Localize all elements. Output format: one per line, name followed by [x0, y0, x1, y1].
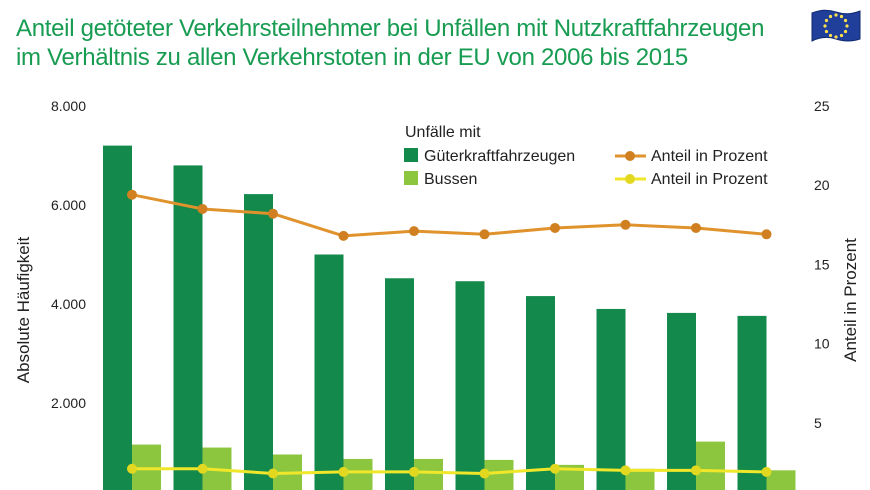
point-anteil-yellow [620, 465, 631, 476]
legend-label-gueterkraftfahrzeuge: Güterkraftfahrzeugen [424, 148, 575, 165]
y-tick-right: 20 [814, 177, 830, 193]
point-anteil-orange [691, 222, 701, 233]
bar-series [103, 145, 796, 490]
bar-gueterkraftfahrzeuge [667, 312, 696, 490]
y-tick-right: 25 [814, 98, 830, 114]
point-anteil-orange [268, 208, 278, 219]
legend-label-anteil-yellow: Anteil in Prozent [651, 171, 768, 188]
bar-bussen [484, 459, 514, 490]
eu-star-icon [845, 24, 849, 28]
point-anteil-orange [338, 230, 349, 241]
point-anteil-orange [197, 203, 208, 214]
point-anteil-yellow [197, 463, 208, 474]
eu-star-icon [843, 29, 848, 34]
bar-gueterkraftfahrzeuge [596, 308, 626, 490]
point-anteil-yellow [268, 468, 278, 479]
eu-star-icon [828, 33, 833, 38]
y-axis-label-right: Anteil in Prozent [841, 238, 860, 362]
legend-swatch-gueterkraftfahrzeuge [404, 148, 418, 162]
legend-title: Unfälle mit [405, 124, 481, 141]
point-anteil-orange [127, 189, 137, 200]
line-anteil-orange [131, 193, 767, 238]
point-anteil-yellow [127, 463, 137, 474]
chart-title-line-2: im Verhältnis zu allen Verkehrstoten in … [16, 44, 688, 71]
point-anteil-orange [479, 229, 490, 240]
point-anteil-yellow [691, 465, 701, 476]
point-anteil-yellow [479, 468, 490, 479]
bar-bussen [414, 458, 443, 490]
eu-star-icon [824, 18, 829, 23]
legend-swatch-bussen [404, 171, 418, 185]
bar-gueterkraftfahrzeuge [103, 145, 132, 490]
y-tick-left: 6.000 [51, 197, 86, 213]
y-tick-left: 8.000 [51, 98, 86, 114]
point-anteil-orange [761, 229, 772, 240]
bar-gueterkraftfahrzeuge [385, 278, 414, 490]
line-anteil-yellow [132, 467, 767, 475]
point-anteil-orange [409, 226, 419, 237]
y-tick-right: 15 [814, 256, 830, 272]
point-anteil-yellow [409, 466, 419, 477]
y-tick-left: 4.000 [51, 296, 86, 312]
chart-title-line-1: Anteil getöteter Verkehrsteilnehmer bei … [16, 15, 765, 42]
eu-star-icon [824, 29, 829, 34]
y-axis-right: 5 10 15 20 25 [814, 98, 830, 431]
bar-bussen [696, 441, 725, 490]
eu-star-icon [828, 14, 833, 19]
point-anteil-orange [550, 222, 560, 233]
chart-title: Anteil getöteter Verkehrsteilnehmer bei … [16, 14, 764, 72]
legend-marker-orange [625, 151, 635, 161]
y-tick-right: 5 [814, 415, 822, 431]
y-axis-label-left: Absolute Häufigkeit [14, 236, 33, 383]
y-axis-left: 2.000 4.000 6.000 8.000 [51, 98, 86, 411]
legend-marker-yellow [625, 174, 635, 184]
y-tick-left: 2.000 [51, 395, 86, 411]
eu-star-icon [823, 24, 827, 28]
legend-label-anteil-orange: Anteil in Prozent [651, 148, 768, 165]
eu-star-icon [834, 13, 838, 17]
point-anteil-yellow [338, 466, 349, 477]
bar-gueterkraftfahrzeuge [314, 254, 344, 490]
bar-bussen [343, 458, 373, 490]
bar-bussen [625, 468, 655, 490]
eu-star-icon [834, 35, 838, 39]
bar-bussen [766, 470, 796, 490]
bar-gueterkraftfahrzeuge [173, 165, 203, 490]
line-series [127, 189, 772, 479]
eu-star-icon [839, 14, 844, 19]
eu-star-icon [843, 18, 848, 23]
legend-label-bussen: Bussen [424, 171, 477, 188]
bar-gueterkraftfahrzeuge [526, 296, 555, 490]
bar-gueterkraftfahrzeuge [455, 281, 485, 490]
point-anteil-yellow [761, 466, 772, 477]
eu-star-icon [839, 33, 844, 38]
legend: Unfälle mit Güterkraftfahrzeugen Bussen … [404, 124, 768, 188]
y-tick-right: 10 [814, 336, 830, 352]
eu-flag-icon [811, 9, 861, 42]
point-anteil-yellow [550, 463, 560, 474]
point-anteil-orange [620, 219, 631, 230]
bar-gueterkraftfahrzeuge [244, 194, 273, 490]
bar-gueterkraftfahrzeuge [737, 315, 767, 490]
